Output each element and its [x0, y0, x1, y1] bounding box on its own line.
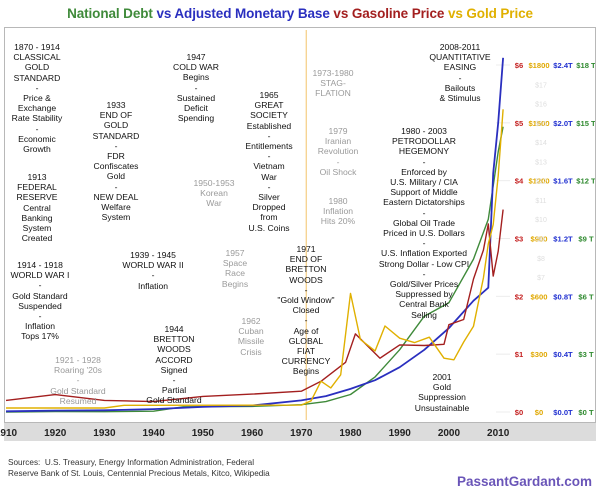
right-axis-label-gold: $1500 [528, 119, 549, 128]
chart-title: National Debt vs Adjusted Monetary Base … [0, 6, 600, 21]
title-gasoline: vs Gasoline Price [333, 6, 445, 21]
faded-scale-label: $13 [535, 159, 547, 166]
series-line-national-debt [5, 126, 504, 413]
faded-scale-label: $15 [535, 121, 547, 128]
right-axis-label-national-debt: $3 T [578, 350, 594, 359]
faded-scale-label: $12 [535, 179, 547, 186]
x-tick-label: 1970 [290, 428, 313, 439]
right-axis-label-monetary-base: $1.2T [553, 235, 573, 244]
right-axis-label-monetary-base: $1.6T [553, 177, 573, 186]
faded-scale-label: $14 [535, 140, 547, 147]
right-axis-label-monetary-base: $0.0T [553, 408, 573, 417]
x-tick-label: 1980 [339, 428, 362, 439]
right-axis-label-gold: $600 [531, 292, 548, 301]
annotation-1921: 1921 - 1928 Roaring '20s - Gold Standard… [50, 355, 106, 406]
x-tick-label: 1910 [0, 428, 18, 439]
series-line-gasoline-price [5, 209, 504, 403]
faded-scale-label: $7 [537, 275, 545, 282]
annotation-1947: 1947 COLD WAR Begins - Sustained Deficit… [173, 52, 219, 124]
right-axis-label-national-debt: $6 T [578, 292, 594, 301]
faded-scale-label: $11 [535, 198, 546, 205]
right-axis-label-gold: $1800 [528, 61, 549, 70]
x-tick-label: 1930 [93, 428, 116, 439]
x-axis-band [4, 423, 596, 441]
right-axis-label-gold: $1200 [528, 177, 549, 186]
annotation-1979: 1979 Iranian Revolution - Oil Shock [317, 126, 359, 177]
faded-scale-label: $17 [535, 82, 547, 89]
right-axis-label-national-debt: $9 T [578, 235, 594, 244]
annotation-1971: 1971 END OF BRETTON WOODS - "Gold Window… [277, 244, 335, 377]
faded-scale-label: $10 [535, 217, 547, 224]
right-axis-label-gold: $900 [531, 235, 548, 244]
x-tick-label: 1940 [143, 428, 166, 439]
annotation-1944: 1944 BRETTON WOODS ACCORD Signed - Parti… [146, 324, 202, 406]
right-axis-label-gasoline: $3 [515, 235, 523, 244]
title-gold: vs Gold Price [447, 6, 533, 21]
annotation-1980-inflation: 1980 Inflation Hits 20% [320, 196, 356, 227]
series-line-gold-price [6, 109, 504, 409]
annotation-1957: 1957 Space Race Begins [221, 248, 249, 289]
faded-scale-label: $8 [537, 256, 545, 263]
x-tick-label: 2010 [487, 428, 510, 439]
right-axis-label-monetary-base: $0.8T [553, 292, 573, 301]
faded-scale-label: $9 [537, 237, 545, 244]
sources-note: Sources: U.S. Treasury, Energy Informati… [8, 458, 270, 478]
annotation-1980-2003: 1980 - 2003 PETRODOLLAR HEGEMONY - Enfor… [378, 126, 470, 320]
right-axis-label-gasoline: $1 [515, 350, 524, 359]
title-national-debt: National Debt [67, 6, 153, 21]
x-tick-label: 1950 [192, 428, 215, 439]
right-axis-label-monetary-base: $2.4T [553, 61, 573, 70]
faded-scale-label: $16 [535, 102, 547, 109]
right-axis-label-monetary-base: $0.4T [553, 350, 573, 359]
annotation-1939: 1939 - 1945 WORLD WAR II - Inflation [122, 250, 184, 291]
right-axis-label-gold: $0 [535, 408, 543, 417]
annotation-1962: 1962 Cuban Missile Crisis [237, 316, 265, 357]
title-monetary-base: vs Adjusted Monetary Base [156, 6, 330, 21]
site-credit[interactable]: PassantGardant.com [456, 474, 592, 489]
x-tick-label: 2000 [438, 428, 461, 439]
right-axis-label-monetary-base: $2.0T [553, 119, 573, 128]
annotation-1913: 1913 FEDERAL RESERVE Central Banking Sys… [16, 172, 58, 244]
right-axis-label-gasoline: $6 [515, 61, 523, 70]
annotation-2001: 2001 Gold Suppression Unsustainable [414, 372, 470, 413]
right-axis-label-gold: $300 [531, 350, 548, 359]
annotation-1933: 1933 END OF GOLD STANDARD - FDR Confisca… [92, 100, 140, 223]
x-tick-label: 1920 [44, 428, 67, 439]
right-axis-label-national-debt: $18 T [576, 61, 596, 70]
right-axis-label-gasoline: $4 [515, 177, 524, 186]
x-tick-label: 1990 [389, 428, 412, 439]
annotation-1950: 1950-1953 Korean War [193, 178, 235, 209]
plot-frame [4, 27, 596, 423]
right-axis-label-gasoline: $2 [515, 292, 523, 301]
series-line-adjusted-monetary-base [5, 57, 504, 413]
annotation-1973: 1973-1980 STAG- FLATION [312, 68, 354, 99]
annotation-1965: 1965 GREAT SOCIETY Established - Entitle… [245, 90, 293, 233]
x-tick-label: 1960 [241, 428, 264, 439]
annotation-1914: 1914 - 1918 WORLD WAR I - Gold Standard … [10, 260, 70, 342]
annotation-2008: 2008-2011 QUANTITATIVE EASING - Bailouts… [429, 42, 491, 104]
right-axis-label-national-debt: $12 T [576, 177, 596, 186]
annotation-1870: 1870 - 1914 CLASSICAL GOLD STANDARD - Pr… [11, 42, 63, 155]
right-axis-label-national-debt: $15 T [576, 119, 596, 128]
right-axis-label-gasoline: $0 [515, 408, 523, 417]
right-axis-label-national-debt: $0 T [578, 408, 594, 417]
right-axis-label-gasoline: $5 [515, 119, 524, 128]
